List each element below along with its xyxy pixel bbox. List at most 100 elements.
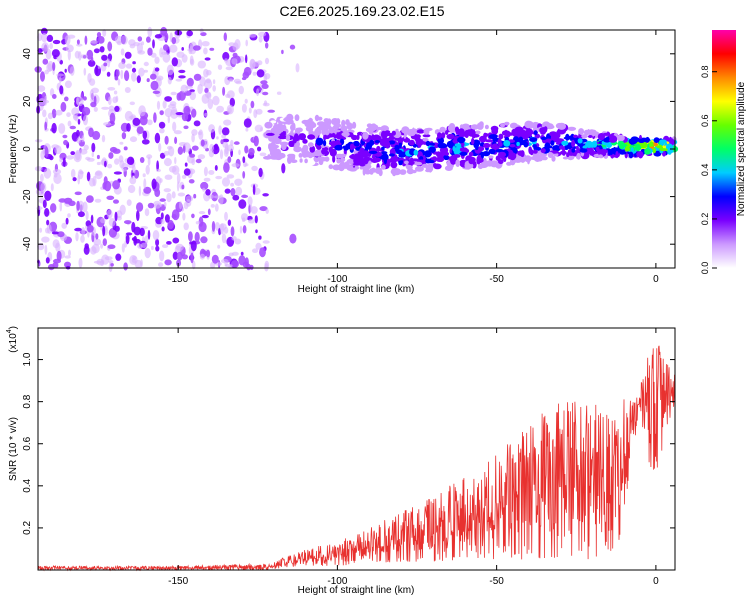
signal-blob (419, 156, 424, 161)
noise-blob (133, 238, 141, 244)
signal-blob (498, 133, 504, 140)
noise-blob (163, 151, 170, 156)
signal-blob (368, 150, 378, 154)
noise-blob (137, 36, 143, 42)
signal-blob (579, 148, 588, 153)
signal-blob (298, 153, 303, 158)
signal-blob (403, 128, 408, 137)
noise-blob (154, 132, 161, 144)
noise-blob (75, 232, 79, 242)
signal-blob (423, 150, 432, 158)
signal-blob (447, 124, 455, 132)
noise-blob (140, 259, 143, 268)
noise-blob (220, 139, 224, 145)
heatmap-marks (34, 26, 679, 273)
signal-blob (342, 126, 348, 134)
signal-blob (497, 151, 507, 158)
noise-blob (234, 238, 242, 245)
noise-blob (109, 146, 118, 153)
noise-blob (107, 87, 116, 91)
signal-blob (617, 140, 625, 147)
signal-blob (550, 140, 555, 146)
noise-blob (139, 227, 145, 237)
signal-blob (264, 121, 273, 129)
noise-blob (211, 221, 216, 232)
noise-blob (189, 241, 194, 245)
noise-blob (159, 178, 163, 183)
noise-blob (175, 112, 184, 116)
y-tick-label: -20 (22, 189, 33, 204)
noise-blob (131, 71, 137, 82)
noise-blob (131, 67, 137, 73)
signal-blob (355, 157, 363, 166)
signal-blob (459, 151, 468, 156)
noise-blob (183, 168, 191, 176)
noise-blob (176, 92, 182, 101)
noise-blob (183, 201, 189, 210)
signal-blob (354, 166, 360, 170)
signal-blob (490, 160, 499, 168)
noise-blob (226, 174, 235, 179)
noise-blob (176, 51, 185, 58)
signal-blob (285, 134, 291, 141)
noise-blob (63, 197, 73, 204)
noise-blob (289, 233, 297, 244)
noise-blob (216, 136, 219, 140)
signal-blob (379, 139, 387, 147)
signal-blob (520, 156, 526, 163)
noise-blob (204, 112, 208, 117)
signal-blob (547, 152, 554, 158)
y-tick-label: 0.4 (22, 478, 33, 492)
noise-blob (123, 262, 128, 271)
noise-blob (89, 78, 96, 86)
noise-blob (233, 78, 242, 84)
noise-blob (191, 108, 197, 118)
signal-blob (381, 164, 386, 170)
noise-blob (112, 96, 118, 104)
signal-blob (293, 133, 299, 141)
noise-blob (44, 121, 48, 131)
signal-blob (516, 141, 520, 147)
noise-blob (90, 56, 94, 62)
noise-blob (244, 163, 249, 167)
noise-blob (173, 130, 182, 135)
bottom-y-ticks: 0.2 0.4 0.6 0.8 1.0 (22, 352, 675, 535)
noise-blob (222, 51, 230, 61)
snr-line (37, 345, 676, 572)
signal-blob (414, 137, 421, 142)
noise-blob (124, 220, 132, 225)
noise-blob (264, 73, 271, 80)
noise-blob (186, 77, 194, 87)
noise-blob (34, 166, 43, 172)
noise-blob (47, 112, 54, 120)
noise-blob (96, 161, 101, 166)
signal-blob (460, 142, 465, 147)
x-tick-label: 0 (653, 576, 659, 587)
signal-blob (388, 140, 396, 145)
signal-blob (638, 138, 645, 143)
noise-blob (250, 62, 253, 73)
noise-blob (166, 241, 172, 245)
signal-blob (357, 151, 363, 155)
noise-blob (88, 127, 94, 138)
signal-blob (529, 137, 538, 143)
noise-blob (289, 44, 296, 50)
noise-blob (140, 242, 148, 248)
y-tick-label: 40 (22, 48, 33, 60)
noise-blob (58, 76, 62, 84)
noise-blob (150, 80, 159, 91)
noise-blob (129, 101, 135, 106)
noise-blob (77, 169, 84, 180)
noise-blob (40, 71, 45, 82)
noise-blob (132, 117, 141, 126)
noise-blob (227, 144, 234, 152)
signal-blob (346, 158, 356, 164)
top-x-ticks: -150 -100 -50 0 (168, 30, 659, 285)
signal-blob (376, 135, 382, 142)
signal-blob (323, 118, 330, 123)
noise-blob (210, 204, 215, 208)
noise-blob (172, 165, 180, 175)
noise-blob (74, 227, 83, 232)
noise-blob (81, 135, 85, 143)
noise-blob (185, 85, 193, 89)
